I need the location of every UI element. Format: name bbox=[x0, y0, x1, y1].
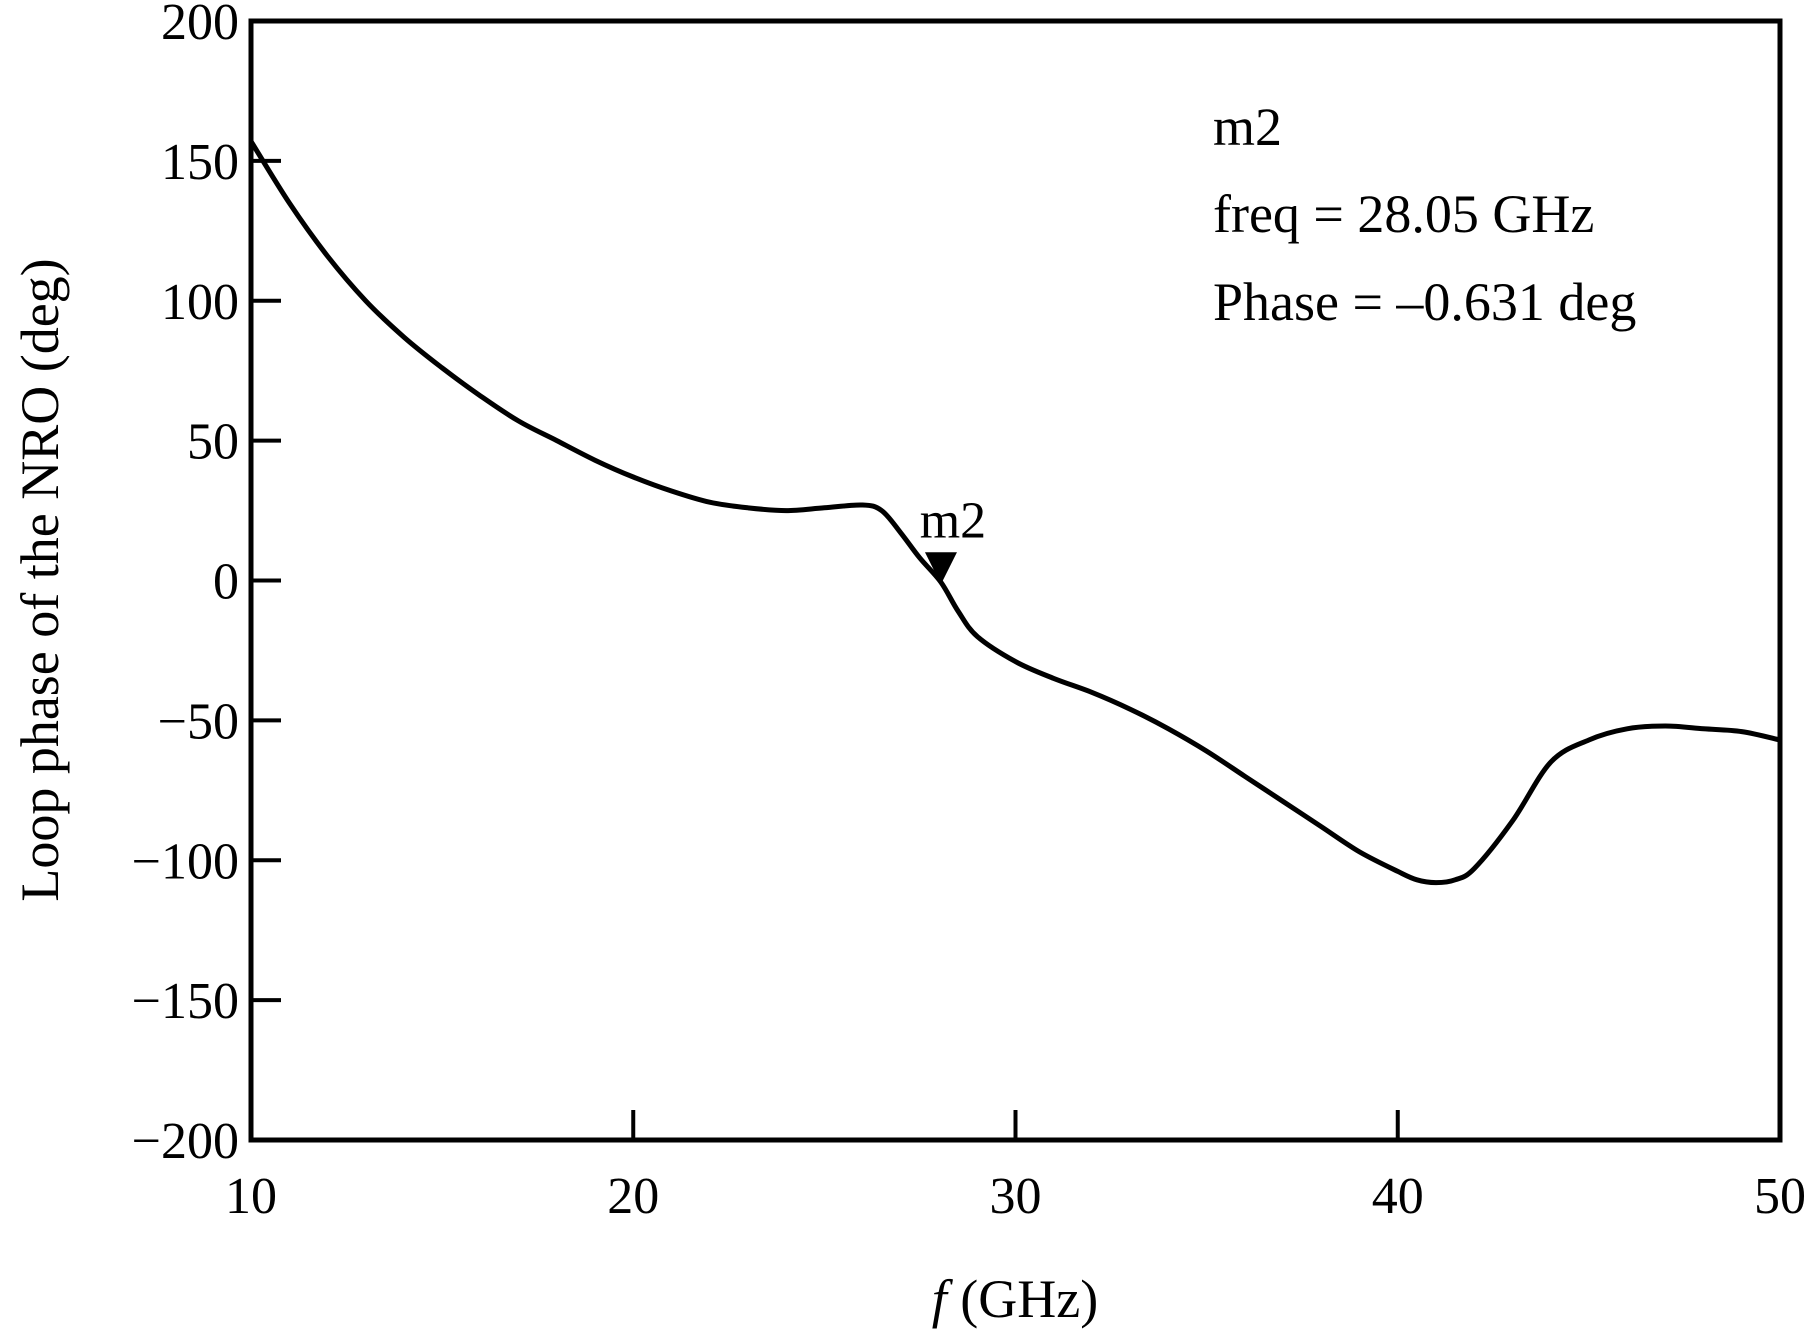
series-line bbox=[248, 138, 1783, 886]
x-tick-label-20: 20 bbox=[607, 1168, 659, 1225]
x-tick-label-10: 10 bbox=[225, 1168, 277, 1225]
y-tick-label-8: −200 bbox=[132, 1113, 239, 1170]
annotation-marker-name: m2 bbox=[1213, 97, 1282, 157]
x-tick-label-50: 50 bbox=[1754, 1168, 1806, 1225]
x-tick-label-40: 40 bbox=[1372, 1168, 1424, 1225]
y-tick-label-2: 100 bbox=[161, 274, 239, 331]
ticks-layer: 10 20 30 40 50 200 150 100 50 0 −50 −100 −150 −200 bbox=[132, 0, 1806, 1225]
y-tick-label-7: −150 bbox=[132, 973, 239, 1030]
y-tick-label-0: 200 bbox=[161, 0, 239, 51]
y-tick-label-3: 50 bbox=[187, 414, 239, 471]
annotation-box: m2 freq = 28.05 GHz Phase = –0.631 deg bbox=[1213, 97, 1636, 332]
annotation-phase: Phase = –0.631 deg bbox=[1213, 272, 1636, 332]
svg-text:f (GHz): f (GHz) bbox=[932, 1269, 1098, 1329]
annotation-freq: freq = 28.05 GHz bbox=[1213, 184, 1594, 244]
x-axis-title: f (GHz) bbox=[932, 1269, 1098, 1329]
y-axis-title: Loop phase of the NRO (deg) bbox=[10, 258, 70, 901]
marker-m2-triangle bbox=[924, 552, 957, 585]
y-tick-label-5: −50 bbox=[158, 693, 239, 750]
x-axis-unit: (GHz) bbox=[947, 1269, 1098, 1329]
y-tick-label-6: −100 bbox=[132, 833, 239, 890]
x-tick-label-30: 30 bbox=[990, 1168, 1042, 1225]
y-tick-label-4: 0 bbox=[213, 554, 239, 611]
y-tick-label-1: 150 bbox=[161, 134, 239, 191]
plot-frame bbox=[248, 18, 1783, 1143]
marker-m2-label: m2 bbox=[920, 492, 986, 549]
